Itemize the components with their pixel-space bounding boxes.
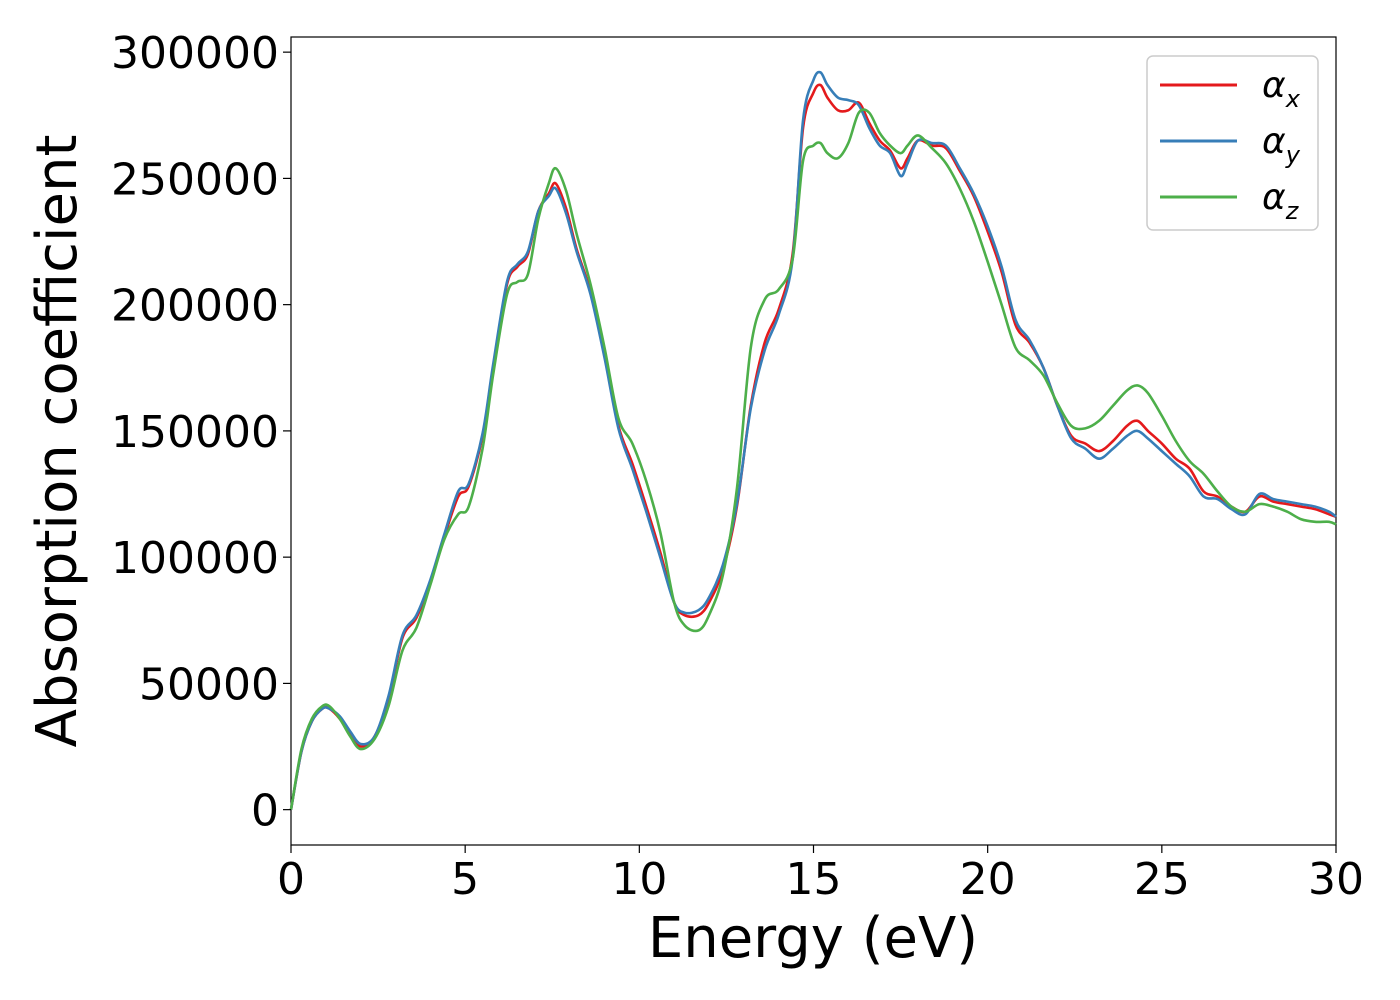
x-tick-label: 5 xyxy=(451,854,479,905)
x-tick-label: 25 xyxy=(1134,854,1190,905)
series-line-y xyxy=(289,70,1337,810)
y-tick-label: 300000 xyxy=(111,28,279,79)
x-axis-label: Energy (eV) xyxy=(648,906,978,971)
x-tick-label: 20 xyxy=(960,854,1016,905)
y-axis-ticks: 0 50000 100000 150000 200000 250000 300000 xyxy=(111,28,291,837)
x-axis-ticks: 0 5 10 15 20 25 30 xyxy=(277,845,1364,905)
y-tick-label: 50000 xyxy=(139,659,279,710)
series-layer xyxy=(289,70,1337,810)
y-tick-label: 0 xyxy=(251,786,279,837)
y-tick-label: 100000 xyxy=(111,533,279,584)
series-line-z xyxy=(289,108,1337,810)
y-tick-label: 150000 xyxy=(111,407,279,458)
legend-box xyxy=(1146,55,1319,231)
y-axis-label: Absorption coefficient xyxy=(25,135,90,748)
y-tick-label: 250000 xyxy=(111,154,279,205)
x-tick-label: 15 xyxy=(786,854,842,905)
x-tick-label: 0 xyxy=(277,854,305,905)
y-tick-label: 200000 xyxy=(111,281,279,332)
x-tick-label: 10 xyxy=(611,854,667,905)
x-tick-label: 30 xyxy=(1308,854,1364,905)
